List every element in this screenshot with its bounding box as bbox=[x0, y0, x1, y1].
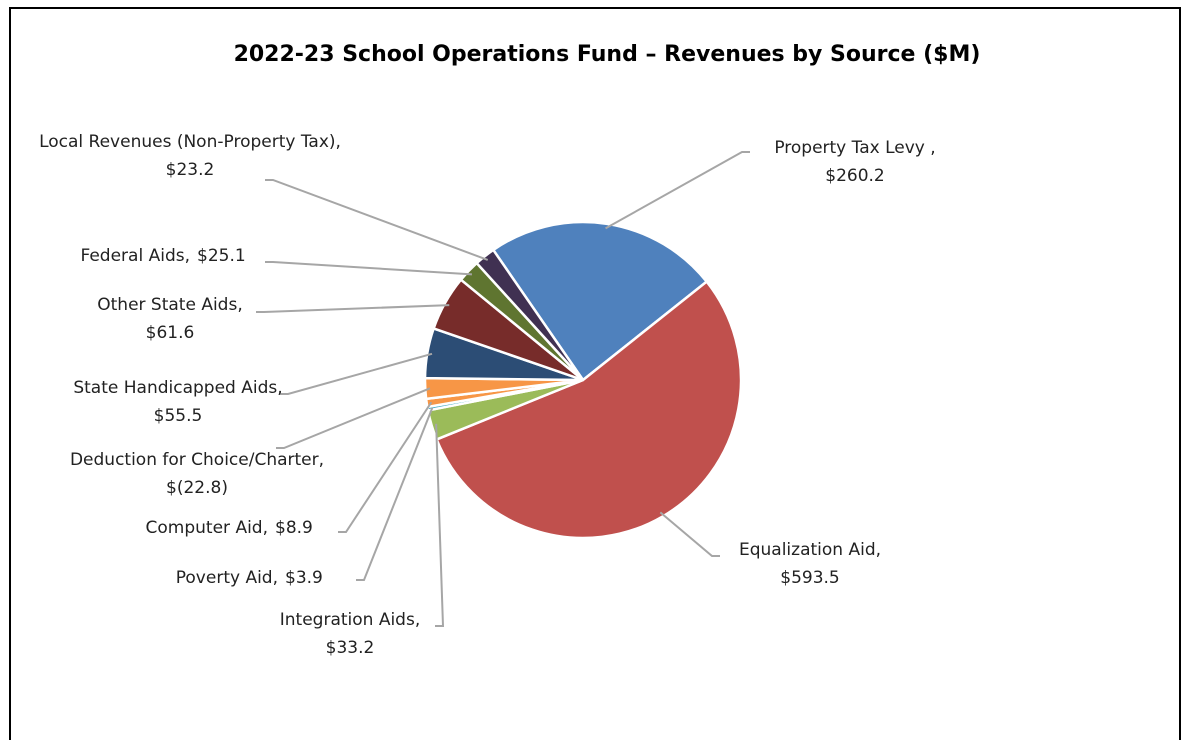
leader-line bbox=[338, 401, 433, 533]
value-label: $55.5 bbox=[154, 406, 203, 426]
slice-label: State Handicapped Aids, bbox=[73, 378, 282, 398]
slice-label: Other State Aids, bbox=[97, 295, 242, 315]
value-label: $61.6 bbox=[146, 323, 195, 343]
slice-label: Deduction for Choice/Charter, bbox=[70, 450, 324, 470]
value-label: $260.2 bbox=[825, 166, 884, 186]
leader-line bbox=[659, 511, 720, 557]
leader-line bbox=[435, 423, 445, 627]
pie-slice bbox=[491, 220, 709, 382]
leader-line bbox=[256, 304, 450, 313]
value-label: $593.5 bbox=[780, 568, 839, 588]
slice-label: Local Revenues (Non-Property Tax), bbox=[39, 132, 341, 152]
leader-line bbox=[265, 179, 489, 261]
value-label: $(22.8) bbox=[166, 478, 228, 498]
slice-label: Computer Aid, bbox=[146, 518, 268, 538]
chart-title: 2022-23 School Operations Fund – Revenue… bbox=[234, 42, 981, 67]
leader-line bbox=[280, 352, 433, 395]
leader-line bbox=[276, 387, 431, 449]
slice-label: Poverty Aid, bbox=[176, 568, 278, 588]
slice-label: Equalization Aid, bbox=[739, 540, 881, 560]
slice-label: Integration Aids, bbox=[280, 610, 420, 630]
value-label: $23.2 bbox=[166, 160, 215, 180]
slice-label: Property Tax Levy , bbox=[774, 138, 935, 158]
leader-line bbox=[356, 407, 434, 581]
value-label: $3.9 bbox=[285, 568, 323, 588]
leader-line bbox=[265, 261, 473, 276]
pie-slice bbox=[434, 279, 743, 540]
value-label: $8.9 bbox=[275, 518, 313, 538]
slice-label: Federal Aids, bbox=[81, 246, 191, 266]
pie-slice bbox=[474, 248, 585, 381]
leader-line bbox=[605, 151, 750, 230]
value-label: $25.1 bbox=[197, 246, 246, 266]
value-label: $33.2 bbox=[326, 638, 375, 658]
